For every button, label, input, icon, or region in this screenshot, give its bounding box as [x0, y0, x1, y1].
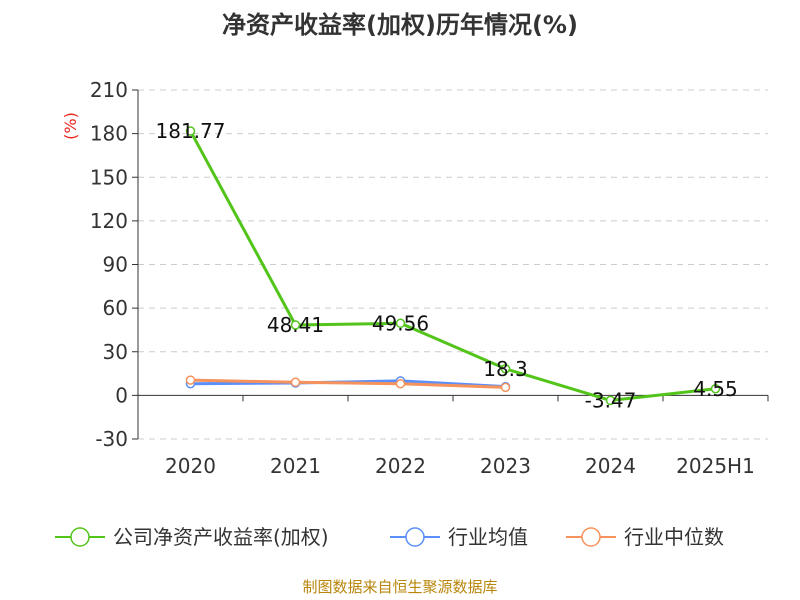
grid-lines [138, 89, 768, 440]
y-tick-label-2: 30 [103, 340, 128, 364]
data-label-1: 48.41 [267, 313, 324, 337]
series-0-point-2 [395, 318, 406, 329]
legend-label-0: 公司净资产收益率(加权) [113, 525, 329, 549]
chart-title: 净资产收益率(加权)历年情况(%) [222, 11, 578, 39]
legend-label-1: 行业均值 [448, 525, 528, 549]
data-label-0: 181.77 [156, 119, 226, 143]
x-tick-label-4: 2024 [585, 454, 636, 478]
x-tick-label-1: 2021 [270, 454, 321, 478]
legend-marker-2 [581, 527, 601, 547]
series-0-point-3 [500, 364, 511, 374]
y-tick-label-0: -30 [95, 427, 128, 451]
y-tick-label-7: 180 [90, 122, 128, 146]
data-label-3: 18.3 [483, 357, 528, 381]
y-tick-labels: -30 0 30 60 90 120 150 180 210 [90, 78, 128, 451]
legend: 公司净资产收益率(加权) 行业均值 行业中位数 [55, 525, 724, 549]
series-2-point-2 [395, 378, 406, 389]
series-2-point-3 [500, 382, 511, 393]
series-0-point-4 [605, 395, 616, 406]
legend-marker-0 [70, 527, 90, 547]
y-tick-label-5: 120 [90, 209, 128, 233]
legend-marker-1 [405, 527, 425, 547]
y-axis-unit: (%) [61, 112, 80, 140]
series-0-point-0 [185, 126, 196, 136]
y-tick-label-6: 150 [90, 165, 128, 189]
y-tick-label-8: 210 [90, 78, 128, 102]
data-label-2: 49.56 [372, 311, 429, 335]
data-label-5: 4.55 [693, 377, 738, 401]
series-0-point-1 [290, 320, 301, 330]
y-tick-label-4: 90 [103, 253, 128, 277]
data-labels: 181.77 48.41 49.56 18.3 -3.47 4.55 [156, 119, 738, 412]
series-0-point-5 [710, 384, 721, 394]
source-note: 制图数据来自恒生聚源数据库 [302, 578, 497, 596]
legend-label-2: 行业中位数 [624, 525, 724, 549]
y-tick-label-3: 60 [103, 296, 128, 320]
series-2-point-1 [290, 377, 301, 388]
x-tick-label-2: 2022 [375, 454, 426, 478]
series-line-2 [190, 378, 506, 389]
y-tick-label-1: 0 [115, 383, 128, 407]
x-tick-label-3: 2023 [480, 454, 531, 478]
x-tick-label-5: 2025H1 [676, 454, 755, 478]
x-tick-labels: 2020 2021 2022 2023 2024 2025H1 [165, 454, 755, 478]
x-tick-label-0: 2020 [165, 454, 216, 478]
series-lines [185, 126, 721, 406]
data-label-4: -3.47 [585, 388, 637, 412]
series-line-0 [189, 130, 716, 402]
series-2-point-0 [185, 375, 196, 385]
